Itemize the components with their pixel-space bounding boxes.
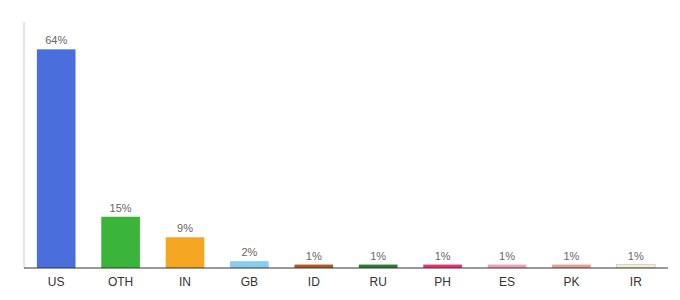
data-label: 64% <box>45 34 67 46</box>
data-label: 1% <box>563 250 579 262</box>
data-label: 15% <box>110 202 132 214</box>
bars <box>37 49 655 268</box>
x-tick-label: RU <box>370 275 387 289</box>
data-label: 1% <box>499 250 515 262</box>
x-tick-label: IR <box>630 275 642 289</box>
x-tick-label: US <box>48 275 65 289</box>
x-tick-label: ES <box>499 275 515 289</box>
bar <box>359 265 398 268</box>
bar <box>37 49 76 268</box>
x-tick-label: GB <box>241 275 258 289</box>
bar <box>230 261 269 268</box>
data-label: 1% <box>306 250 322 262</box>
data-label: 1% <box>370 250 386 262</box>
x-tick-label: PH <box>434 275 451 289</box>
chart: US OTH IN GB ID RU PH ES PK IR 64% 15% 9% 2% 1% 1% 1% 1% 1… <box>0 0 680 300</box>
x-tick-label: IN <box>179 275 191 289</box>
data-label: 2% <box>241 246 257 258</box>
bar <box>488 265 527 268</box>
bar <box>552 265 591 268</box>
data-label: 1% <box>628 250 644 262</box>
bar <box>101 217 140 268</box>
chart-container: US OTH IN GB ID RU PH ES PK IR 64% 15% 9% 2% 1% 1% 1% 1% 1… <box>0 0 680 300</box>
data-label: 1% <box>435 250 451 262</box>
bar <box>423 265 462 268</box>
bar <box>294 265 333 268</box>
y-axis-line <box>24 22 25 268</box>
bar <box>166 237 205 268</box>
bar <box>616 265 655 268</box>
x-tick-label: OTH <box>108 275 133 289</box>
x-tick-label: ID <box>308 275 320 289</box>
x-axis-line <box>24 268 668 269</box>
data-label: 9% <box>177 222 193 234</box>
x-tick-label: PK <box>563 275 579 289</box>
